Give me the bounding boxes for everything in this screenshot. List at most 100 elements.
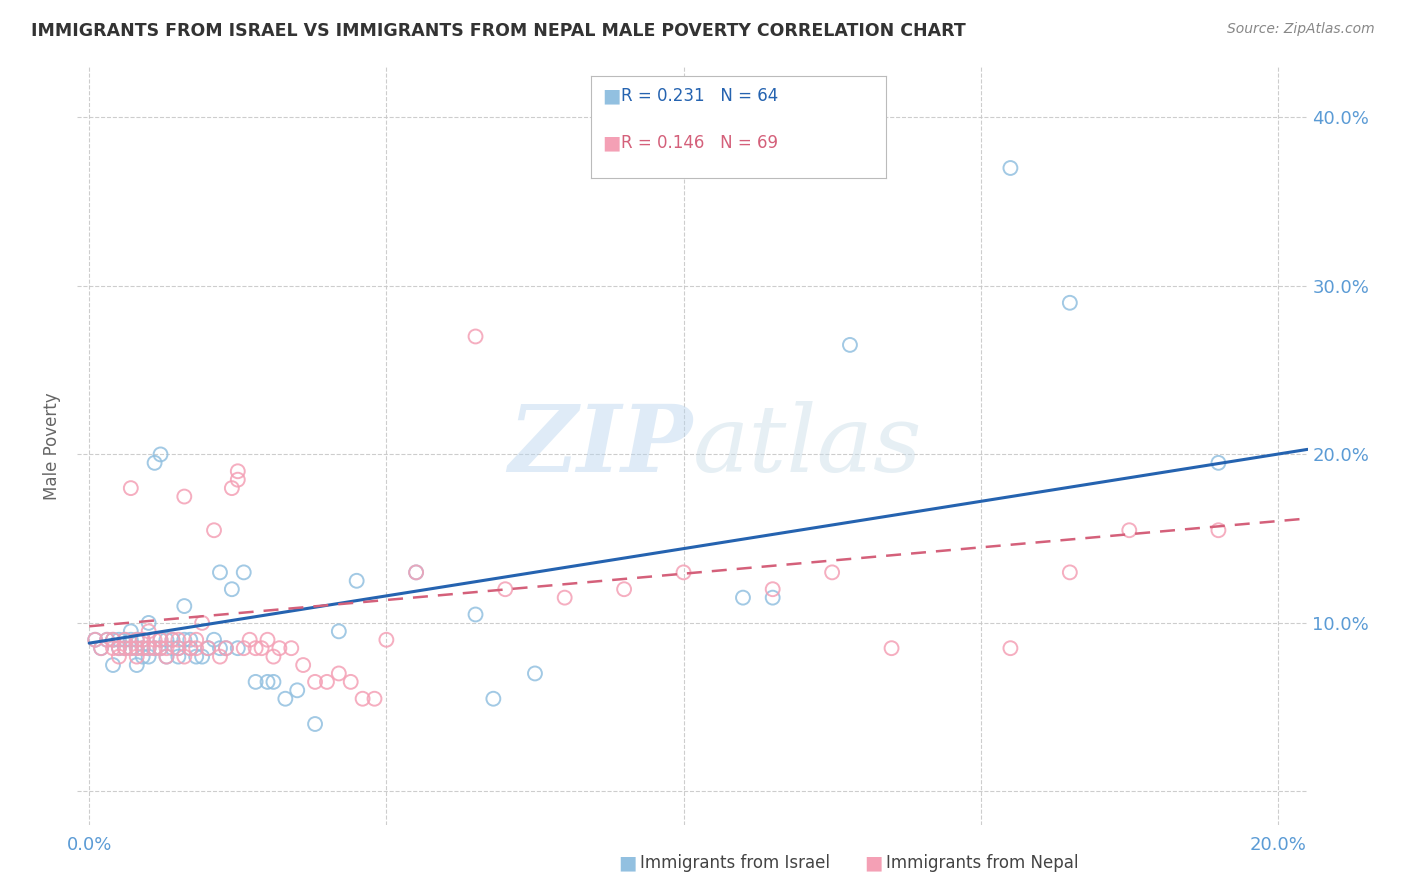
Text: ■: ■ xyxy=(602,134,620,153)
Point xyxy=(1000,641,1022,656)
Point xyxy=(197,641,219,656)
Point xyxy=(131,641,153,656)
Point xyxy=(125,632,148,647)
Point xyxy=(191,615,214,630)
Point xyxy=(328,624,350,639)
Point xyxy=(173,649,195,664)
Point xyxy=(179,641,201,656)
Point xyxy=(108,632,131,647)
Text: R = 0.231   N = 64: R = 0.231 N = 64 xyxy=(621,87,779,104)
Text: Immigrants from Israel: Immigrants from Israel xyxy=(640,855,830,872)
Point xyxy=(269,641,291,656)
Point xyxy=(339,674,361,689)
Point xyxy=(179,641,201,656)
Point xyxy=(239,632,262,647)
Text: R = 0.146   N = 69: R = 0.146 N = 69 xyxy=(621,134,779,152)
Text: ■: ■ xyxy=(865,854,883,872)
Point xyxy=(221,481,243,495)
Point xyxy=(1208,456,1230,470)
Point xyxy=(120,641,142,656)
Text: IMMIGRANTS FROM ISRAEL VS IMMIGRANTS FROM NEPAL MALE POVERTY CORRELATION CHART: IMMIGRANTS FROM ISRAEL VS IMMIGRANTS FRO… xyxy=(31,22,966,40)
Point xyxy=(208,649,231,664)
Point xyxy=(215,641,238,656)
Point xyxy=(186,632,208,647)
Point xyxy=(363,691,385,706)
Point xyxy=(304,674,326,689)
Point xyxy=(215,641,238,656)
Point xyxy=(523,666,546,681)
Point xyxy=(226,473,249,487)
Text: ZIP: ZIP xyxy=(508,401,693,491)
Point xyxy=(125,641,148,656)
Point xyxy=(197,641,219,656)
Point xyxy=(143,456,166,470)
Point xyxy=(262,649,284,664)
Point xyxy=(120,481,142,495)
Point xyxy=(114,632,136,647)
Point xyxy=(162,632,184,647)
Point xyxy=(162,641,184,656)
Point xyxy=(155,649,177,664)
Point xyxy=(101,632,124,647)
Point xyxy=(494,582,516,597)
Point xyxy=(149,632,172,647)
Point xyxy=(155,641,177,656)
Point xyxy=(90,641,112,656)
Point xyxy=(138,624,160,639)
Point xyxy=(167,649,190,664)
Point xyxy=(1118,523,1140,537)
Text: ■: ■ xyxy=(602,87,620,105)
Point xyxy=(125,641,148,656)
Point xyxy=(405,566,427,580)
Point xyxy=(96,632,118,647)
Point xyxy=(208,566,231,580)
Point xyxy=(120,624,142,639)
Point xyxy=(280,641,302,656)
Point xyxy=(114,641,136,656)
Point xyxy=(101,641,124,656)
Text: atlas: atlas xyxy=(693,401,922,491)
Point xyxy=(84,632,107,647)
Point xyxy=(125,632,148,647)
Point xyxy=(316,674,339,689)
Point xyxy=(762,582,785,597)
Point xyxy=(352,691,374,706)
Point xyxy=(173,490,195,504)
Point xyxy=(208,641,231,656)
Text: Immigrants from Nepal: Immigrants from Nepal xyxy=(886,855,1078,872)
Point xyxy=(256,674,278,689)
Point xyxy=(554,591,576,605)
Point xyxy=(108,641,131,656)
Point xyxy=(328,666,350,681)
Point xyxy=(880,641,903,656)
Point xyxy=(149,447,172,461)
Point xyxy=(96,632,118,647)
Point xyxy=(114,641,136,656)
Point xyxy=(186,649,208,664)
Point xyxy=(304,717,326,731)
Point xyxy=(1000,161,1022,175)
Point xyxy=(131,649,153,664)
Point xyxy=(138,641,160,656)
Point xyxy=(114,632,136,647)
Point xyxy=(202,523,225,537)
Point xyxy=(482,691,505,706)
Point xyxy=(167,632,190,647)
Point xyxy=(464,329,486,343)
Point xyxy=(143,632,166,647)
Point xyxy=(1059,295,1081,310)
Point xyxy=(262,674,284,689)
Point xyxy=(131,632,153,647)
Point xyxy=(149,641,172,656)
Point xyxy=(839,338,862,352)
Point xyxy=(672,566,695,580)
Point xyxy=(250,641,273,656)
Point xyxy=(149,641,172,656)
Y-axis label: Male Poverty: Male Poverty xyxy=(44,392,62,500)
Point xyxy=(232,641,254,656)
Point xyxy=(375,632,398,647)
Point xyxy=(245,674,267,689)
Point xyxy=(108,649,131,664)
Point xyxy=(202,632,225,647)
Point xyxy=(346,574,368,588)
